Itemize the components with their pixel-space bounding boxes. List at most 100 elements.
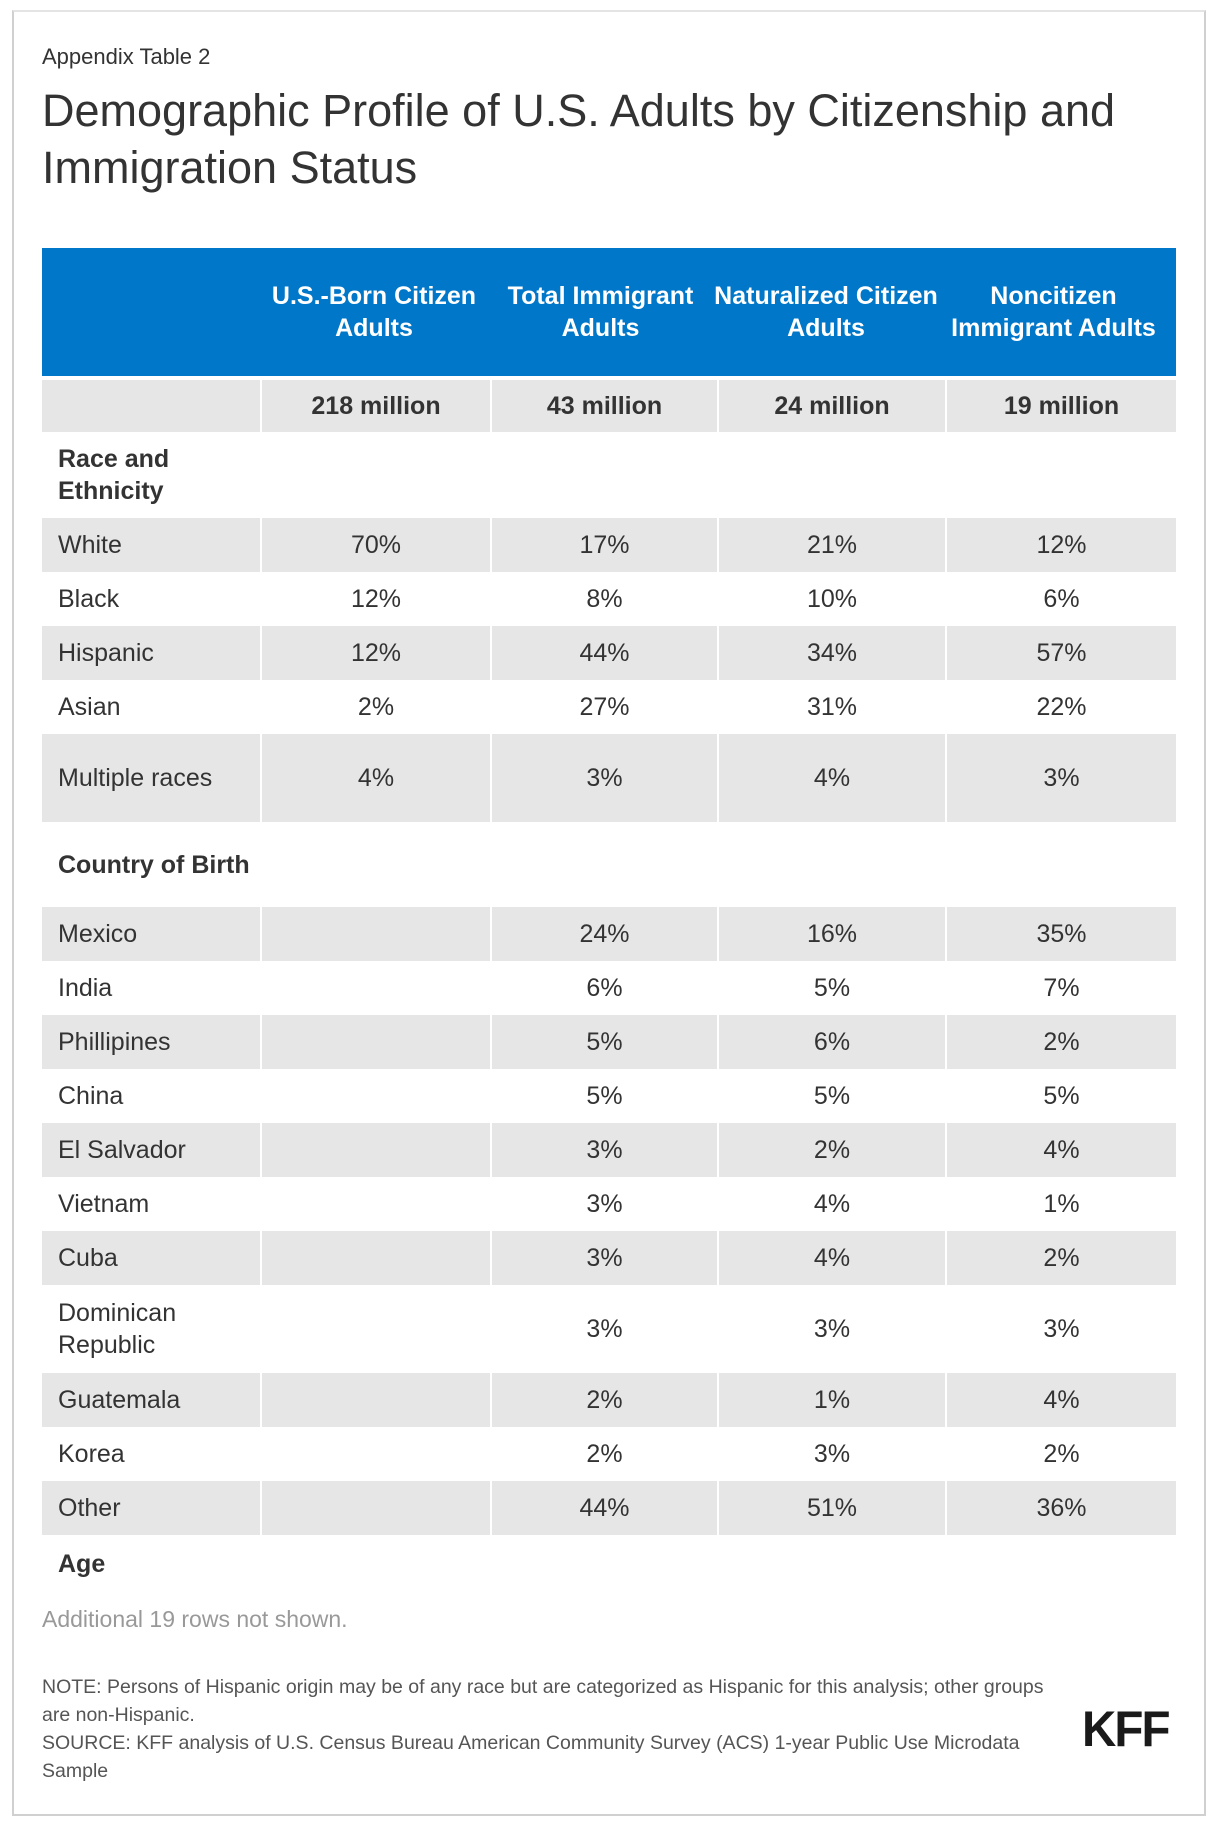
value-cell: 24%: [492, 907, 717, 961]
row-label: Multiple races: [42, 734, 260, 822]
population-row: 218 million 43 million 24 million 19 millio…: [42, 380, 1176, 432]
source-text: SOURCE: KFF analysis of U.S. Census Bure…: [42, 1732, 1020, 1782]
table-row: India 6% 5% 7%: [42, 961, 1176, 1015]
section-label: Race and Ethnicity: [58, 445, 170, 505]
value-cell: 10%: [806, 585, 858, 613]
table-row: Cuba 3% 4% 2%: [42, 1231, 1176, 1285]
table-row: Vietnam 3% 4% 1%: [42, 1177, 1176, 1231]
value-cell: 4%: [262, 734, 490, 822]
value-cell: 21%: [719, 518, 945, 572]
population-cell: 43 million: [492, 380, 717, 432]
value-cell: [262, 1177, 490, 1231]
row-label: Mexico: [42, 907, 260, 961]
data-table: U.S.-Born Citizen Adults Total Immigrant …: [42, 248, 1176, 1593]
value-cell: 2%: [719, 1123, 945, 1177]
section-header-row: Race and Ethnicity: [42, 432, 1176, 518]
row-label: Asian: [58, 693, 121, 721]
value-cell: 4%: [719, 1231, 945, 1285]
value-cell: 4%: [947, 1123, 1176, 1177]
row-label: Phillipines: [42, 1015, 260, 1069]
value-cell: 12%: [262, 626, 490, 680]
value-cell: 51%: [719, 1481, 945, 1535]
column-header: Naturalized Citizen Adults: [714, 282, 938, 342]
row-label: Guatemala: [42, 1373, 260, 1427]
population-cell: 19 million: [947, 380, 1176, 432]
value-cell: 44%: [492, 626, 717, 680]
value-cell: [262, 1231, 490, 1285]
value-cell: 17%: [492, 518, 717, 572]
value-cell: 2%: [357, 693, 395, 721]
table-row: Multiple races 4% 3% 4% 3%: [42, 734, 1176, 822]
row-label: India: [58, 974, 113, 1002]
value-cell: 44%: [492, 1481, 717, 1535]
value-cell: 5%: [586, 1082, 623, 1110]
value-cell: 34%: [719, 626, 945, 680]
kff-logo: KFF: [1082, 1701, 1171, 1757]
section-label: Country of Birth: [58, 850, 250, 879]
value-cell: 5%: [813, 974, 851, 1002]
row-label: Black: [58, 585, 120, 613]
value-cell: 2%: [492, 1373, 717, 1427]
column-header: [42, 248, 260, 376]
value-cell: 6%: [1043, 585, 1080, 613]
value-cell: 12%: [947, 518, 1176, 572]
value-cell: 3%: [1043, 1315, 1080, 1343]
population-cell: [42, 380, 260, 432]
value-cell: [262, 1285, 490, 1373]
table-header-row: U.S.-Born Citizen Adults Total Immigrant …: [42, 248, 1176, 376]
value-cell: 2%: [1043, 1440, 1080, 1468]
table-row: White 70% 17% 21% 12%: [42, 518, 1176, 572]
table-row: Asian 2% 27% 31% 22%: [42, 680, 1176, 734]
table-row: Hispanic 12% 44% 34% 57%: [42, 626, 1176, 680]
section-label: Age: [58, 1550, 106, 1578]
value-cell: [262, 907, 490, 961]
value-cell: 57%: [947, 626, 1176, 680]
value-cell: 4%: [719, 734, 945, 822]
value-cell: 3%: [492, 1231, 717, 1285]
row-label: White: [42, 518, 260, 572]
row-label: Cuba: [42, 1231, 260, 1285]
row-label: Other: [42, 1481, 260, 1535]
value-cell: 22%: [1036, 693, 1087, 721]
column-header: Total Immigrant Adults: [507, 282, 694, 342]
value-cell: 3%: [586, 1315, 623, 1343]
row-label: China: [58, 1082, 124, 1110]
value-cell: 70%: [262, 518, 490, 572]
figure-frame: [12, 10, 1206, 1816]
population-cell: 24 million: [719, 380, 945, 432]
value-cell: 7%: [1043, 974, 1080, 1002]
row-label: Korea: [58, 1440, 125, 1468]
value-cell: [262, 1069, 490, 1123]
note-text: NOTE: Persons of Hispanic origin may be …: [42, 1676, 1044, 1726]
value-cell: 31%: [806, 693, 858, 721]
value-cell: 2%: [947, 1231, 1176, 1285]
value-cell: 2%: [586, 1440, 623, 1468]
table-row: El Salvador 3% 2% 4%: [42, 1123, 1176, 1177]
value-cell: 6%: [586, 974, 623, 1002]
value-cell: 3%: [492, 1123, 717, 1177]
value-cell: 3%: [586, 1190, 623, 1218]
value-cell: 12%: [350, 585, 402, 613]
row-label: Hispanic: [42, 626, 260, 680]
value-cell: 16%: [719, 907, 945, 961]
additional-rows-note: Additional 19 rows not shown.: [42, 1606, 348, 1632]
value-cell: 36%: [947, 1481, 1176, 1535]
value-cell: 2%: [947, 1015, 1176, 1069]
value-cell: 3%: [492, 734, 717, 822]
table-row: Dominican Republic 3% 3% 3%: [42, 1285, 1176, 1373]
value-cell: 35%: [947, 907, 1176, 961]
population-cell: 218 million: [262, 380, 490, 432]
page-title: Demographic Profile of U.S. Adults by Ci…: [42, 85, 1116, 193]
value-cell: [262, 961, 490, 1015]
value-cell: 1%: [1043, 1190, 1080, 1218]
value-cell: 5%: [492, 1015, 717, 1069]
row-label: Vietnam: [58, 1190, 150, 1218]
value-cell: 8%: [586, 585, 623, 613]
table-row: Other 44% 51% 36%: [42, 1481, 1176, 1535]
value-cell: 27%: [579, 693, 630, 721]
value-cell: 1%: [719, 1373, 945, 1427]
value-cell: [262, 1481, 490, 1535]
value-cell: 5%: [1043, 1082, 1080, 1110]
value-cell: [262, 1373, 490, 1427]
footnotes: NOTE: Persons of Hispanic origin may be …: [42, 1673, 1062, 1785]
